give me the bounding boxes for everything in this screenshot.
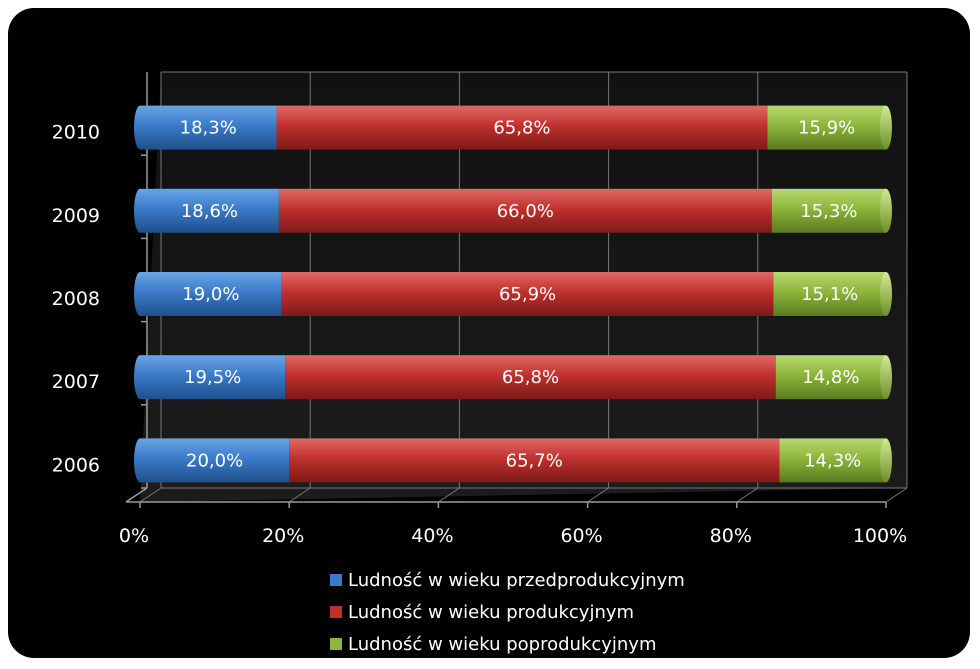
- bar-row-2006: 20,0% 65,7% 14,3%: [134, 438, 892, 483]
- y-tick-label: 2006: [52, 454, 100, 476]
- legend-label: Ludność w wieku poprodukcyjnym: [348, 633, 657, 655]
- bar-left-cap: [134, 188, 146, 233]
- bar-segment: [285, 355, 776, 400]
- floor-gridline: [587, 487, 609, 503]
- bar-segment: [779, 438, 886, 483]
- bar-segment: [140, 438, 290, 483]
- data-label: 19,0%: [182, 284, 239, 305]
- bar-end-cap: [880, 188, 892, 233]
- bar-segment: [289, 438, 780, 483]
- chart-frame: 20,0% 65,7% 14,3% 19,5% 65,8% 14,8% 19,0% 65,9%…: [8, 8, 970, 658]
- data-label: 18,3%: [180, 118, 237, 139]
- bar-end-cap: [880, 272, 892, 316]
- legend-swatch: [330, 606, 342, 618]
- data-label: 20,0%: [186, 450, 243, 471]
- x-tick-label: 80%: [710, 525, 752, 547]
- legend-label: Ludność w wieku produkcyjnym: [348, 601, 635, 623]
- bar-segment: [771, 188, 886, 233]
- x-axis-tick-labels: 0% 20% 40% 60% 80% 100%: [119, 525, 907, 547]
- bar-segment: [775, 355, 886, 400]
- bar-left-cap: [134, 272, 146, 316]
- legend-label: Ludność w wieku przedprodukcyjnym: [348, 569, 685, 591]
- bar-segment: [767, 105, 886, 150]
- stacked-bar-chart: 20,0% 65,7% 14,3% 19,5% 65,8% 14,8% 19,0% 65,9%…: [52, 71, 908, 547]
- bar-row-2010: 18,3% 65,8% 15,9%: [134, 105, 892, 150]
- y-axis-tick-labels: 2006 2007 2008 2009 2010: [52, 122, 100, 477]
- bar-end-cap: [880, 355, 892, 400]
- data-label: 14,8%: [802, 367, 859, 388]
- x-tick-label: 0%: [119, 525, 149, 547]
- x-tick-label: 60%: [560, 525, 602, 547]
- legend-swatch: [330, 574, 342, 586]
- legend-item: Ludność w wieku produkcyjnym: [330, 596, 685, 628]
- x-tick-label: 100%: [853, 525, 907, 547]
- floor-gridline: [438, 487, 460, 503]
- floor-gridline: [885, 487, 908, 503]
- bar-segment: [140, 188, 279, 233]
- bar-end-cap: [880, 438, 892, 483]
- data-label: 18,6%: [181, 201, 238, 222]
- y-tick-label: 2007: [52, 371, 100, 393]
- data-label: 65,8%: [493, 118, 550, 139]
- y-tick-label: 2010: [52, 122, 100, 144]
- bar-segment: [140, 272, 282, 316]
- data-label: 15,3%: [800, 201, 857, 222]
- x-tick-label: 40%: [411, 525, 453, 547]
- data-label: 65,9%: [499, 284, 556, 305]
- bar-segment: [276, 105, 768, 150]
- bar-segment: [140, 105, 277, 150]
- floor-gridline: [736, 487, 759, 503]
- data-label: 19,5%: [184, 367, 241, 388]
- axis-depth-line: [125, 487, 148, 503]
- bar-left-cap: [134, 355, 146, 400]
- bar-segment: [281, 272, 774, 316]
- data-label: 15,9%: [798, 118, 855, 139]
- y-tick-label: 2008: [52, 288, 100, 310]
- bar-left-cap: [134, 438, 146, 483]
- bar-segment: [140, 355, 286, 400]
- legend-item: Ludność w wieku poprodukcyjnym: [330, 628, 685, 660]
- data-label: 65,7%: [506, 450, 563, 471]
- floor-gridline: [139, 487, 162, 503]
- bar-row-2007: 19,5% 65,8% 14,8%: [134, 355, 892, 400]
- bar-segment: [773, 272, 886, 316]
- data-label: 15,1%: [801, 284, 858, 305]
- x-tick-label: 20%: [262, 525, 304, 547]
- bar-row-2008: 19,0% 65,9% 15,1%: [134, 272, 892, 316]
- bar-segment: [278, 188, 772, 233]
- bar-row-2009: 18,6% 66,0% 15,3%: [134, 188, 892, 233]
- floor-gridline: [288, 487, 311, 503]
- data-label: 66,0%: [497, 201, 554, 222]
- legend-swatch: [330, 638, 342, 650]
- data-label: 65,8%: [502, 367, 559, 388]
- bar-left-cap: [134, 105, 146, 150]
- legend-item: Ludność w wieku przedprodukcyjnym: [330, 564, 685, 596]
- data-label: 14,3%: [804, 450, 861, 471]
- legend: Ludność w wieku przedprodukcyjnym Ludność…: [330, 564, 685, 660]
- bar-end-cap: [880, 105, 892, 150]
- y-tick-label: 2009: [52, 205, 100, 227]
- bars: 20,0% 65,7% 14,3% 19,5% 65,8% 14,8% 19,0% 65,9%…: [134, 105, 892, 483]
